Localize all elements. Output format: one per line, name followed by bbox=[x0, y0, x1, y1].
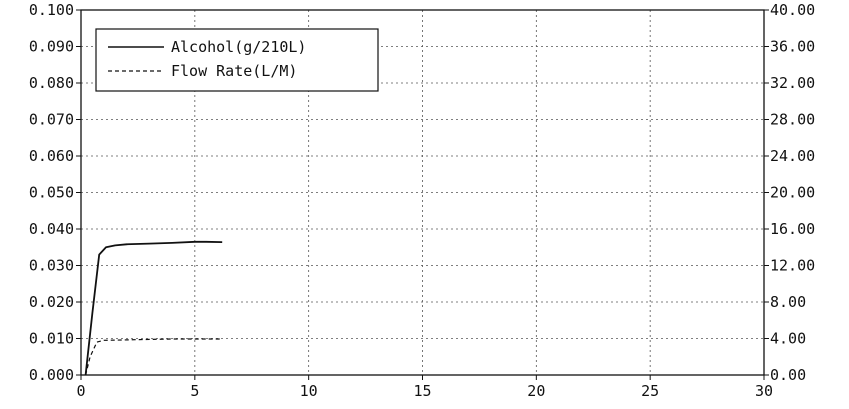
y-tick-label: 0.050 bbox=[29, 184, 74, 202]
series-layer bbox=[84, 240, 223, 376]
y-tick-label: 0.040 bbox=[29, 220, 74, 238]
x-tick-label: 30 bbox=[755, 382, 773, 400]
y2-tick-label: 32.00 bbox=[770, 74, 815, 92]
y-tick-label: 0.080 bbox=[29, 74, 74, 92]
y2-tick-label: 24.00 bbox=[770, 147, 815, 165]
y2-tick-label: 0.00 bbox=[770, 366, 806, 384]
legend-label-flow-rate: Flow Rate(L/M) bbox=[171, 62, 297, 80]
y-axis-left-ticks: 0.000 0.010 0.020 0.030 0.040 0.050 0.060 0.070… bbox=[29, 1, 81, 384]
y-tick-label: 0.020 bbox=[29, 293, 74, 311]
y2-tick-label: 40.00 bbox=[770, 1, 815, 19]
x-tick-label: 10 bbox=[300, 382, 318, 400]
y-tick-label: 0.060 bbox=[29, 147, 74, 165]
legend-box bbox=[95, 28, 379, 92]
x-tick-label: 20 bbox=[527, 382, 545, 400]
y-tick-label: 0.000 bbox=[29, 366, 74, 384]
series-line-alcohol bbox=[84, 240, 223, 376]
y2-tick-label: 36.00 bbox=[770, 38, 815, 56]
legend: Alcohol(g/210L) Flow Rate(L/M) bbox=[95, 28, 379, 92]
legend-label-alcohol: Alcohol(g/210L) bbox=[171, 38, 306, 56]
x-tick-label: 5 bbox=[190, 382, 199, 400]
y-tick-label: 0.070 bbox=[29, 111, 74, 129]
x-tick-label: 0 bbox=[76, 382, 85, 400]
y-tick-label: 0.030 bbox=[29, 257, 74, 275]
y2-tick-label: 8.00 bbox=[770, 293, 806, 311]
y2-tick-label: 4.00 bbox=[770, 330, 806, 348]
y-tick-label: 0.090 bbox=[29, 38, 74, 56]
y2-tick-label: 20.00 bbox=[770, 184, 815, 202]
y2-tick-label: 12.00 bbox=[770, 257, 815, 275]
y2-tick-label: 28.00 bbox=[770, 111, 815, 129]
series-line-flow-rate bbox=[85, 338, 223, 376]
y2-tick-label: 16.00 bbox=[770, 220, 815, 238]
y-tick-label: 0.010 bbox=[29, 330, 74, 348]
x-axis-ticks: 0 5 10 15 20 25 30 bbox=[76, 375, 773, 400]
x-tick-label: 25 bbox=[641, 382, 659, 400]
x-tick-label: 15 bbox=[413, 382, 431, 400]
y-axis-right-ticks: 0.00 4.00 8.00 12.00 16.00 20.00 24.00 28.00 32.… bbox=[764, 1, 815, 384]
y-tick-label: 0.100 bbox=[29, 1, 74, 19]
